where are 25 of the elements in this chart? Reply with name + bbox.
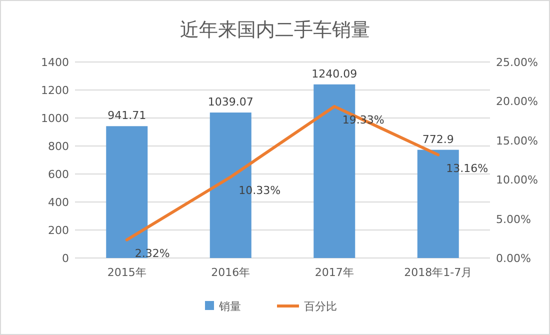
y-tick-label: 200	[48, 224, 69, 237]
y2-tick-label: 0.00%	[496, 252, 531, 265]
data-label: 772.9	[422, 132, 454, 146]
y-tick-label: 1000	[41, 112, 69, 125]
x-tick-label: 2017年	[314, 266, 354, 279]
y-tick-label: 400	[48, 196, 69, 209]
x-tick-label: 2018年1-7月	[404, 266, 472, 279]
y-tick-label: 1400	[41, 56, 69, 69]
legend-label: 百分比	[304, 300, 337, 313]
y-tick-label: 600	[48, 168, 69, 181]
chart-title: 近年来国内二手车销量	[180, 19, 370, 41]
x-tick-label: 2015年	[107, 266, 146, 279]
y2-tick-label: 10.00%	[496, 174, 538, 187]
y2-tick-label: 5.00%	[496, 212, 531, 226]
y-tick-label: 0	[62, 252, 69, 265]
y-tick-label: 800	[48, 140, 69, 153]
legend-label: 销量	[218, 300, 241, 313]
y2-tick-label: 25.00%	[496, 56, 538, 69]
data-label: 941.71	[108, 109, 146, 122]
y-tick-label: 1200	[41, 84, 69, 97]
x-tick-label: 2016年	[211, 266, 250, 279]
y2-tick-label: 15.00%	[496, 134, 538, 148]
data-label: 1240.09	[312, 67, 358, 80]
y2-tick-label: 20.00%	[496, 95, 538, 108]
data-label: 1039.07	[208, 96, 254, 109]
